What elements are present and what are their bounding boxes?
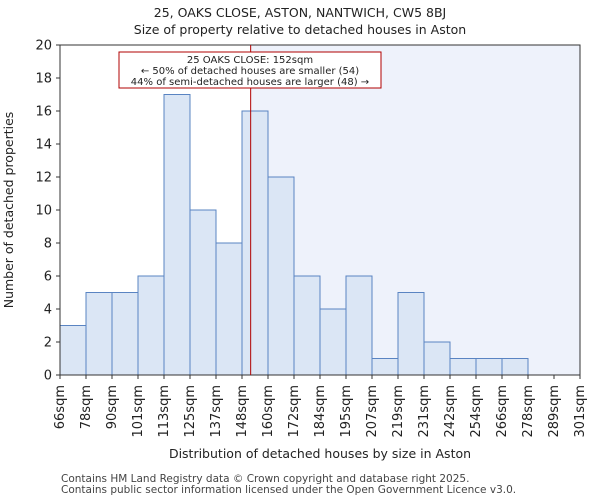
footer-attribution-1: Contains HM Land Registry data © Crown c… [61,473,470,485]
y-tick-label: 10 [35,204,52,219]
y-tick-label: 18 [35,72,52,87]
chart-subtitle: Size of property relative to detached ho… [133,22,467,37]
histogram-bar [189,209,217,376]
histogram-bar [345,275,373,376]
x-tick-label: 160sqm [261,385,276,438]
histogram-bar [215,242,243,376]
histogram-bar [85,292,113,376]
x-tick-label: 172sqm [287,385,302,438]
x-tick-label: 242sqm [443,385,458,438]
footer-attribution-2: Contains public sector information licen… [61,484,517,496]
x-tick-label: 113sqm [157,385,172,438]
histogram-bar [267,176,295,376]
histogram-bar [319,308,347,376]
annotation-text: ← 50% of detached houses are smaller (54… [141,66,359,77]
histogram-bar [111,292,139,376]
x-tick-label: 278sqm [521,385,536,438]
annotation-text: 44% of semi-detached houses are larger (… [131,77,369,88]
histogram-bar [137,275,165,376]
x-tick-label: 231sqm [417,385,432,438]
histogram-bar [163,94,191,376]
x-tick-label: 78sqm [79,385,94,429]
histogram-bar [59,325,87,376]
histogram-bar [397,292,425,376]
x-tick-label: 207sqm [365,385,380,438]
x-tick-label: 301sqm [573,385,588,438]
y-axis-label: Number of detached properties [1,112,16,309]
y-tick-label: 6 [44,270,52,285]
x-tick-label: 184sqm [313,385,328,438]
histogram-bar [501,358,529,376]
y-tick-label: 14 [35,138,52,153]
x-tick-label: 66sqm [53,385,68,429]
histogram-bar [293,275,321,376]
x-axis-label: Distribution of detached houses by size … [169,446,471,461]
y-tick-label: 4 [44,303,52,318]
histogram-bar [241,110,269,376]
x-tick-label: 195sqm [339,385,354,438]
x-tick-label: 219sqm [391,385,406,438]
x-tick-label: 90sqm [105,385,120,429]
annotation-text: 25 OAKS CLOSE: 152sqm [187,55,313,66]
y-tick-label: 20 [35,39,52,54]
chart-title: 25, OAKS CLOSE, ASTON, NANTWICH, CW5 8BJ [153,5,447,20]
histogram-bar [475,358,503,376]
y-tick-label: 16 [35,105,52,120]
x-tick-label: 266sqm [495,385,510,438]
x-tick-label: 125sqm [183,385,198,438]
histogram-bar [423,341,451,376]
x-tick-label: 101sqm [131,385,146,438]
y-tick-label: 12 [35,171,52,186]
histogram-bar [371,358,399,376]
annotation-box [118,51,382,89]
y-tick-label: 8 [44,237,52,252]
x-tick-label: 148sqm [235,385,250,438]
y-tick-label: 2 [44,336,52,351]
histogram-bar [449,358,477,376]
x-tick-label: 137sqm [209,385,224,438]
y-tick-label: 0 [44,369,52,384]
x-tick-label: 289sqm [547,385,562,438]
x-tick-label: 254sqm [469,385,484,438]
